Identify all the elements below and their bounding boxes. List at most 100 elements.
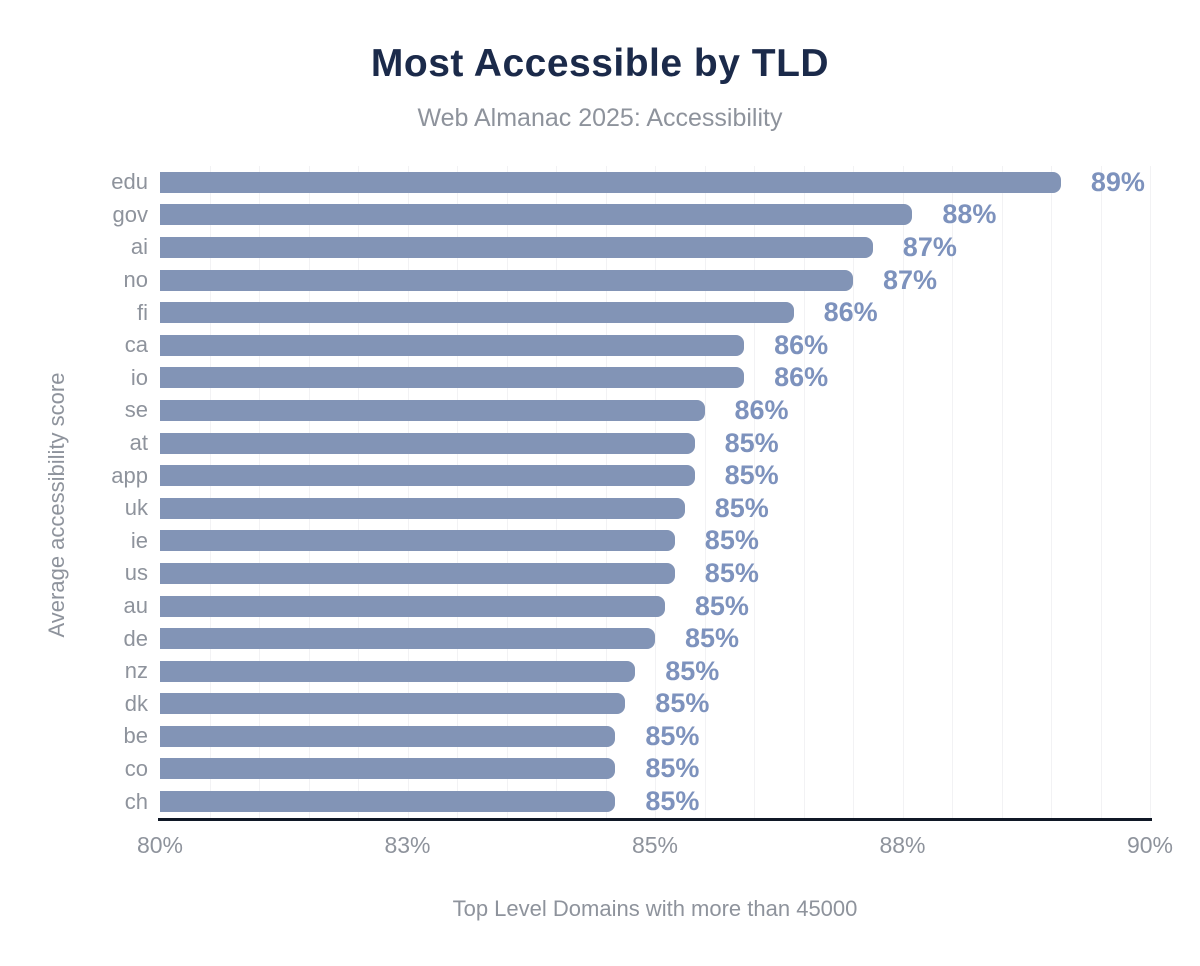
- y-axis-category-label: gov: [112, 201, 148, 227]
- y-axis-category-label: ca: [124, 332, 148, 358]
- bar-app: [160, 465, 695, 487]
- x-axis-tick-label: 80%: [136, 832, 184, 858]
- bar-gov: [160, 204, 913, 226]
- y-axis-category-label: de: [123, 625, 148, 651]
- gridline: [556, 166, 557, 818]
- bar-row: se 86%: [125, 394, 1150, 426]
- bar-edu: [160, 171, 1061, 193]
- y-axis-category-label: at: [129, 430, 148, 456]
- gridline: [754, 166, 755, 818]
- y-axis-category-label: dk: [124, 690, 148, 716]
- bar-value-label: 86%: [774, 329, 829, 360]
- gridline: [704, 166, 706, 818]
- bar-value-label: 85%: [655, 688, 710, 719]
- bar-value-label: 85%: [714, 492, 769, 523]
- gridline: [902, 166, 904, 818]
- bar-value-label: 88%: [942, 199, 997, 230]
- y-axis-category-label: app: [111, 462, 148, 488]
- gridline: [308, 166, 310, 818]
- y-axis-category-label: ie: [130, 527, 148, 553]
- y-axis-category-label: au: [123, 593, 148, 619]
- x-axis-tick-label: 83%: [384, 832, 431, 858]
- y-axis-category-label: no: [123, 267, 148, 293]
- bar-row: ie 85%: [131, 525, 1150, 557]
- bar-row: gov 88%: [113, 199, 1150, 231]
- bar-value-label: 87%: [883, 264, 938, 295]
- y-axis-category-label: se: [124, 397, 148, 423]
- bar-value-label: 85%: [724, 460, 779, 491]
- bar-value-label: 85%: [645, 720, 700, 751]
- bar-ch: [160, 791, 616, 813]
- bar-de: [160, 628, 655, 650]
- chart-subtitle: Web Almanac 2025: Accessibility: [417, 104, 783, 132]
- bar-row: nz 85%: [125, 655, 1150, 687]
- bar-nz: [160, 660, 636, 682]
- y-axis-category-label: ai: [130, 234, 148, 260]
- y-axis-category-label: be: [123, 723, 148, 749]
- y-axis-category-label: us: [124, 560, 148, 586]
- bar-row: fi 86%: [137, 297, 1150, 329]
- bar-value-label: 85%: [665, 655, 720, 686]
- bars-container: edu 89% gov 88% ai 87% no 87% fi 86% ca 86% io 86% se 8…: [111, 166, 1150, 818]
- x-axis-tick-label: 90%: [1126, 832, 1174, 858]
- bar-uk: [160, 497, 685, 519]
- x-axis-ticks: 80% 83% 85% 88% 90%: [137, 832, 1173, 862]
- gridline: [952, 166, 953, 818]
- y-axis-category-label: uk: [124, 495, 148, 521]
- bar-fi: [160, 302, 794, 324]
- gridline: [259, 166, 260, 818]
- gridline: [655, 166, 656, 818]
- bar-row: app 85%: [111, 460, 1150, 492]
- chart-title: Most Accessible by TLD: [370, 42, 830, 85]
- y-axis-category-label: nz: [124, 658, 148, 684]
- bar-value-label: 86%: [823, 297, 878, 328]
- bar-us: [160, 562, 675, 584]
- y-axis-category-label: ch: [124, 788, 148, 814]
- plot-area: edu 89% gov 88% ai 87% no 87% fi 86% ca 86% io 86% se 8…: [111, 166, 1151, 818]
- gridline: [1100, 166, 1102, 818]
- bar-be: [160, 725, 616, 747]
- bar-value-label: 85%: [645, 786, 700, 817]
- gridline: [457, 166, 458, 818]
- bar-value-label: 85%: [704, 557, 759, 588]
- bar-value-label: 85%: [694, 590, 749, 621]
- bar-row: de 85%: [124, 623, 1150, 655]
- bar-row: edu 89%: [111, 166, 1150, 198]
- gridline: [605, 166, 607, 818]
- bar-value-label: 86%: [774, 362, 829, 393]
- gridline: [803, 166, 805, 818]
- bar-row: dk 85%: [125, 688, 1150, 720]
- bar-ai: [160, 236, 873, 258]
- bar-row: be 85%: [124, 720, 1150, 752]
- gridline: [853, 166, 854, 818]
- bar-ca: [160, 334, 745, 356]
- bar-no: [160, 269, 853, 291]
- bar-at: [160, 432, 695, 454]
- gridline: [209, 166, 211, 818]
- x-axis-tick-label: 85%: [631, 832, 679, 858]
- gridline: [407, 166, 409, 818]
- bar-ie: [160, 530, 675, 552]
- bar-row: ai 87%: [131, 231, 1150, 263]
- bar-row: no 87%: [124, 264, 1150, 296]
- bar-row: at 85%: [130, 427, 1150, 459]
- gridline: [358, 166, 359, 818]
- bar-row: co 85%: [125, 753, 1150, 785]
- y-axis-category-label: io: [130, 364, 148, 390]
- y-axis-category-label: edu: [111, 169, 148, 195]
- bar-value-label: 87%: [902, 231, 957, 262]
- bar-value-label: 89%: [1090, 166, 1145, 197]
- bar-au: [160, 595, 665, 617]
- x-axis-tick-label: 88%: [879, 832, 926, 858]
- y-axis-category-label: co: [124, 755, 148, 781]
- bar-row: us 85%: [125, 557, 1150, 589]
- bar-row: ca 86%: [125, 329, 1150, 361]
- gridline: [1150, 166, 1151, 818]
- gridline: [1001, 166, 1003, 818]
- bar-row: au 85%: [124, 590, 1150, 622]
- bar-row: uk 85%: [125, 492, 1150, 524]
- bar-dk: [160, 693, 626, 715]
- gridline: [506, 166, 508, 818]
- bar-value-label: 85%: [645, 753, 700, 784]
- x-axis-title: Top Level Domains with more than 45000: [452, 896, 858, 921]
